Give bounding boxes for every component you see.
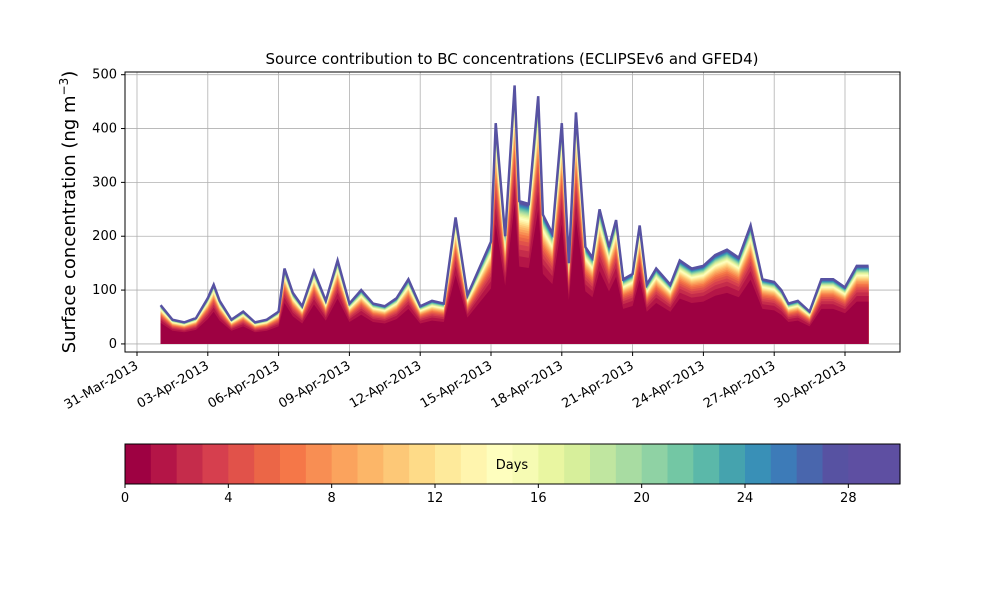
y-tick-label: 300 (92, 175, 117, 190)
colorbar-segment (874, 444, 901, 484)
colorbar-segment (202, 444, 229, 484)
colorbar-segment (228, 444, 255, 484)
colorbar-tick-label: 0 (121, 491, 129, 506)
y-tick-label: 200 (92, 229, 117, 244)
colorbar-segment (409, 444, 436, 484)
y-axis-label: Surface concentration (ng m−3) (57, 71, 80, 354)
colorbar-tick-label: 12 (427, 491, 444, 506)
x-tick-label: 12-Apr-2013 (347, 358, 424, 411)
colorbar-tick-label: 8 (328, 491, 336, 506)
colorbar-segment (280, 444, 307, 484)
y-axis-label-exponent: −3 (57, 78, 71, 96)
colorbar-segment (486, 444, 514, 484)
x-tick-label: 21-Apr-2013 (559, 358, 636, 411)
stacked-area-bands (160, 85, 869, 344)
total-series-line (159, 85, 869, 324)
chart-title: Source contribution to BC concentrations… (265, 50, 758, 68)
x-tick-label: 30-Apr-2013 (772, 358, 849, 411)
colorbar-segment (125, 444, 152, 484)
colorbar-segment (383, 444, 410, 484)
y-tick-label: 400 (92, 122, 117, 137)
colorbar-segment (796, 444, 824, 484)
colorbar-segment (590, 444, 617, 484)
colorbar-ticks: 0 4 8 12 16 20 24 28 (121, 484, 857, 506)
colorbar-segment (564, 444, 591, 484)
plot-frame (124, 71, 901, 353)
colorbar-tick-label: 28 (840, 491, 857, 506)
y-tick-label: 0 (109, 337, 117, 352)
colorbar-segment (822, 444, 849, 484)
x-tick-label: 15-Apr-2013 (418, 358, 495, 411)
y-tick-label: 500 (92, 68, 117, 83)
colorbar-segment (770, 444, 798, 484)
colorbar-segment (435, 444, 462, 484)
colorbar-tick-label: 16 (530, 491, 547, 506)
colorbar-segment (667, 444, 694, 484)
x-axis-ticks: 31-Mar-201303-Apr-201306-Apr-201309-Apr-… (62, 352, 849, 413)
x-tick-label: 18-Apr-2013 (489, 358, 566, 411)
x-tick-label: 27-Apr-2013 (701, 358, 778, 411)
x-tick-label: 24-Apr-2013 (630, 358, 707, 411)
x-tick-label: 31-Mar-2013 (62, 358, 141, 412)
colorbar-segment (719, 444, 746, 484)
x-tick-label: 03-Apr-2013 (135, 358, 212, 411)
colorbar-segment (357, 444, 384, 484)
colorbar-tick-label: 24 (737, 491, 754, 506)
colorbar-segment (305, 444, 333, 484)
colorbar-frame (124, 443, 901, 485)
colorbar-segment (150, 444, 178, 484)
colorbar-segment (693, 444, 720, 484)
total-line (159, 85, 869, 324)
colorbar-segment (460, 444, 488, 484)
y-axis-label-text: Surface concentration (ng m (59, 95, 80, 353)
y-axis-ticks: 0 100 200 300 400 500 (92, 68, 125, 352)
colorbar-segment (176, 444, 204, 484)
y-axis-label-close: ) (59, 71, 80, 78)
x-tick-label: 09-Apr-2013 (276, 358, 353, 411)
colorbar-segment (538, 444, 565, 484)
colorbar (125, 444, 901, 484)
colorbar-label: Days (496, 458, 529, 473)
colorbar-segment (848, 444, 875, 484)
colorbar-segment (641, 444, 669, 484)
area-band-day-0 (160, 203, 869, 344)
colorbar-tick-label: 20 (633, 491, 650, 506)
colorbar-tick-label: 4 (224, 491, 232, 506)
x-tick-label: 06-Apr-2013 (205, 358, 282, 411)
colorbar-segment (745, 444, 772, 484)
colorbar-segment (512, 444, 539, 484)
colorbar-segment (254, 444, 281, 484)
colorbar-segment (615, 444, 643, 484)
colorbar-segment (331, 444, 359, 484)
y-tick-label: 100 (92, 283, 117, 298)
